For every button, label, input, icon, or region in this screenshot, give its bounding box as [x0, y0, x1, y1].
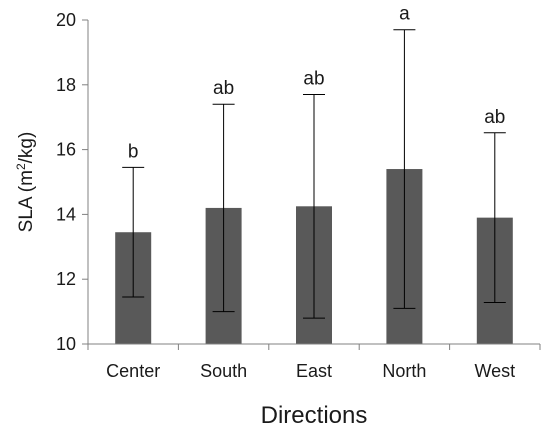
x-axis-categories: Center South East North West — [106, 361, 515, 381]
y-axis-label-superscript: 2 — [14, 163, 28, 170]
significance-letter-north: a — [399, 4, 410, 25]
y-tick-label: 18 — [56, 75, 76, 95]
y-tick-label: 20 — [56, 10, 76, 30]
significance-letter-center: b — [128, 141, 139, 162]
category-label-east: East — [296, 361, 332, 381]
y-axis-label: SLA (m2/kg) — [14, 132, 37, 233]
y-axis-ticks: 10 12 14 16 18 20 — [56, 10, 541, 354]
y-tick-label: 16 — [56, 140, 76, 160]
y-tick-label: 14 — [56, 204, 76, 224]
x-axis-label: Directions — [261, 402, 368, 429]
y-axis-label-main: SLA (m — [16, 170, 37, 232]
category-label-center: Center — [106, 361, 160, 381]
significance-letter-south: ab — [213, 78, 234, 99]
significance-letters: b ab ab a ab — [128, 4, 505, 163]
error-bars — [122, 29, 506, 319]
significance-letter-east: ab — [303, 69, 324, 90]
category-label-west: West — [474, 361, 515, 381]
y-tick-label: 12 — [56, 269, 76, 289]
y-axis-label-unit: /kg) — [16, 132, 37, 164]
category-label-north: North — [382, 361, 426, 381]
category-label-south: South — [200, 361, 247, 381]
significance-letter-west: ab — [484, 107, 505, 128]
y-tick-label: 10 — [56, 334, 76, 354]
